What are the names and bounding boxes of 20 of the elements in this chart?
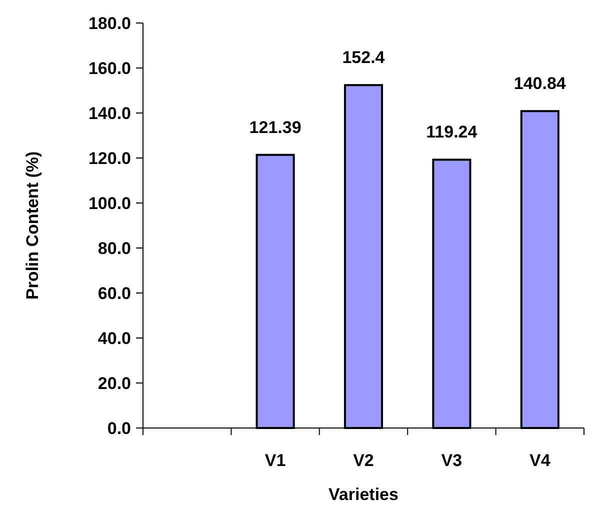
data-label: 152.4	[342, 48, 386, 68]
data-label: 119.24	[426, 122, 478, 142]
y-tick-label: 120.0	[88, 148, 131, 168]
x-tick-label: V1	[264, 451, 286, 470]
y-tick-label: 0.0	[107, 418, 131, 438]
y-tick-label: 60.0	[98, 284, 131, 303]
data-label: 121.39	[249, 118, 302, 137]
x-tick-label: V2	[353, 451, 374, 470]
y-axis-title: Prolin Content (%)	[23, 151, 42, 300]
y-tick-label: 140.0	[88, 104, 131, 123]
y-tick-label: 20.0	[98, 374, 131, 393]
data-label: 140.84	[514, 74, 566, 94]
x-axis-title: Varieties	[328, 485, 398, 504]
y-tick-label: 40.0	[98, 328, 131, 348]
x-tick-label: V3	[441, 451, 462, 470]
x-tick-label: V4	[530, 451, 551, 470]
y-tick-label: 100.0	[88, 194, 131, 213]
y-tick-label: 160.0	[88, 58, 131, 78]
y-tick-label: 80.0	[98, 238, 131, 258]
y-tick-label: 180.0	[88, 14, 131, 33]
